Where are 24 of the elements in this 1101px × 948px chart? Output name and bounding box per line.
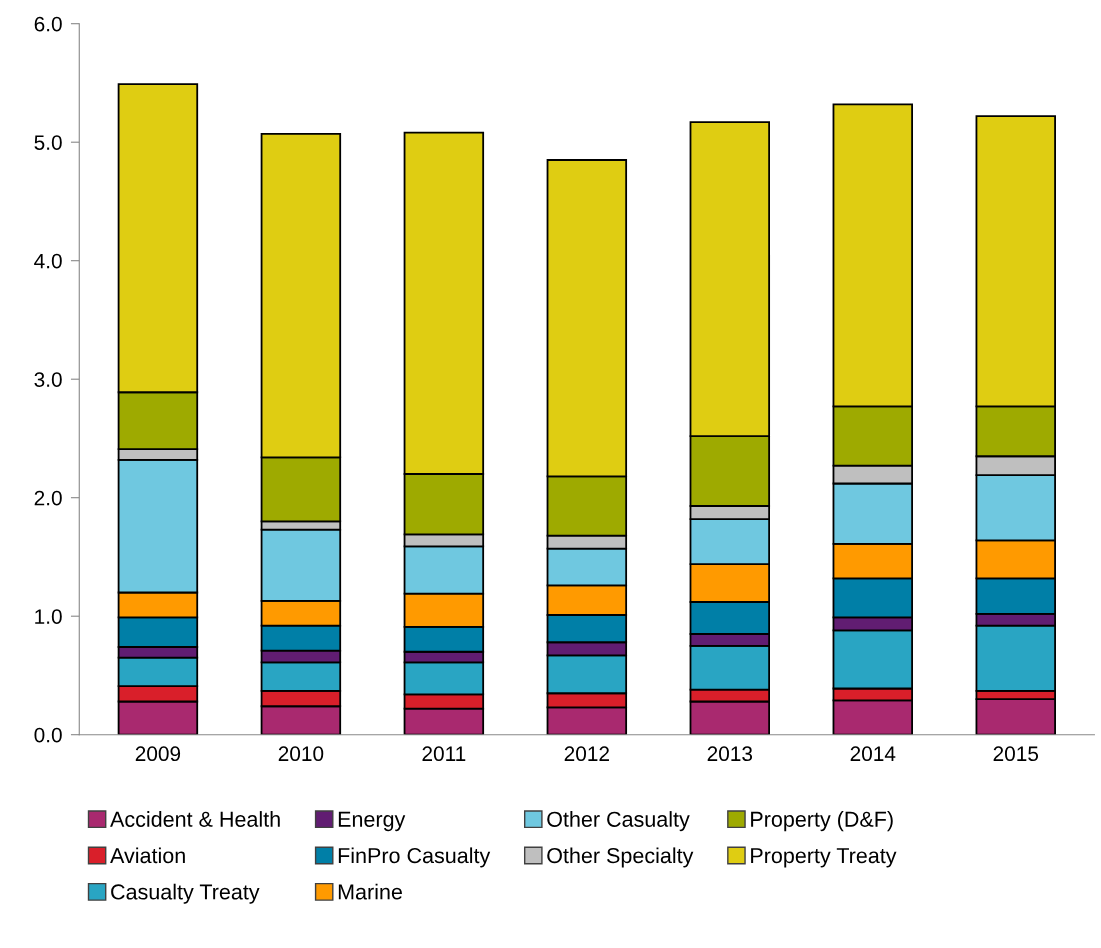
legend-label: Other Specialty [547, 847, 694, 868]
legend-label: Energy [338, 811, 406, 832]
legend-label: Property (D&F) [751, 811, 893, 832]
legend-label: Accident & Health [110, 811, 280, 827]
x-tick-label: 2015 [993, 746, 1039, 762]
y-tick-label: 6.0 [34, 16, 62, 32]
y-tick-label: 2.0 [34, 490, 62, 506]
legend-label: Other Casualty [547, 811, 690, 832]
legend-label: FinPro Casualty [338, 847, 491, 868]
y-tick-label: 4.0 [34, 253, 62, 269]
x-tick-label: 2011 [422, 746, 466, 762]
x-tick-label: 2010 [278, 746, 324, 762]
legend-label: Aviation [110, 847, 185, 864]
legend-label: Casualty Treaty [111, 883, 260, 904]
y-tick-label: 5.0 [34, 135, 62, 150]
x-tick-label: 2009 [135, 746, 181, 762]
x-tick-label: 2014 [850, 746, 896, 762]
x-tick-label: 2013 [707, 746, 753, 762]
y-tick-label: 3.0 [34, 372, 62, 387]
y-tick-label: 1.0 [35, 609, 62, 624]
y-tick-label: 0.0 [34, 727, 62, 743]
x-tick-label: 2012 [564, 746, 609, 762]
legend-label: Property Treaty [751, 848, 897, 868]
legend-label: Marine [338, 883, 402, 900]
